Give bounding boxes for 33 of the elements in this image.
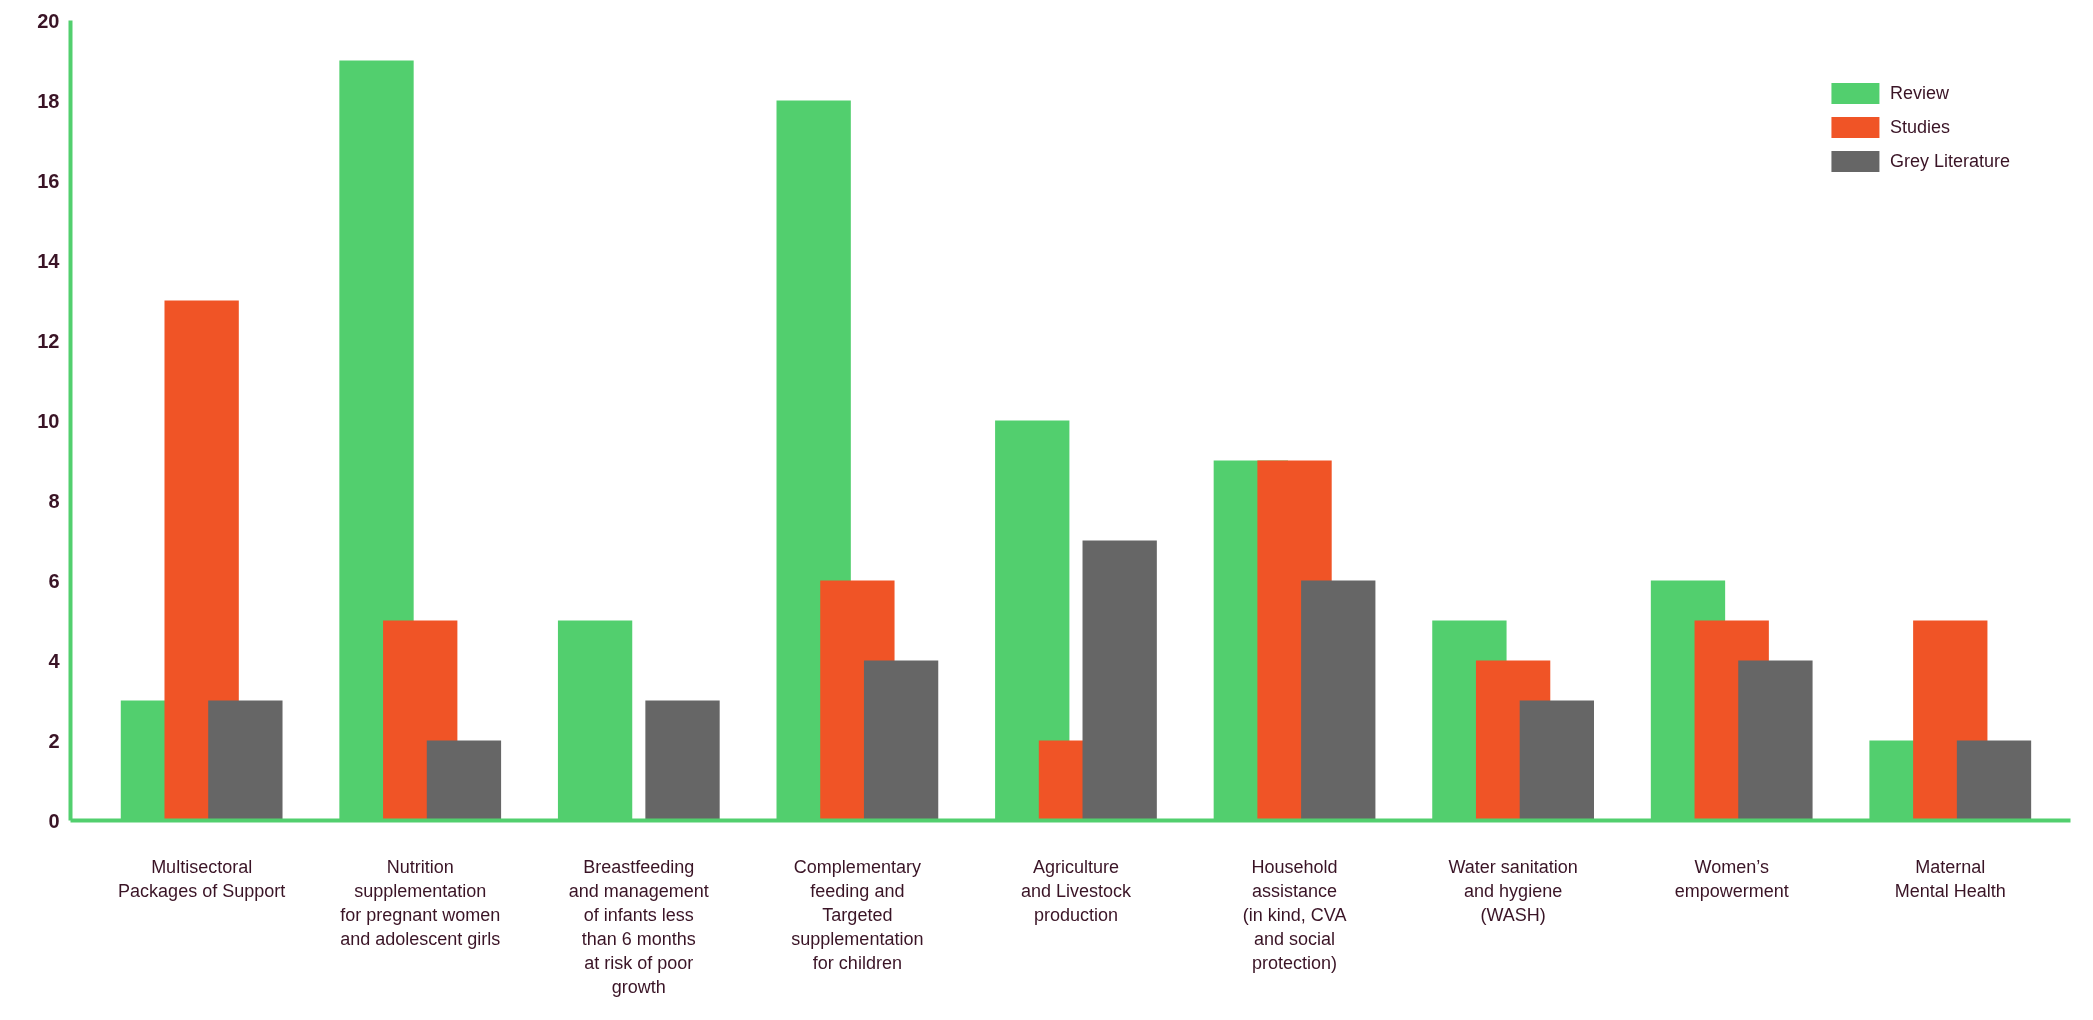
x-tick-label: Breastfeeding and management of infants less than 6 months at risk of poor growth — [568, 856, 709, 997]
bar — [208, 700, 283, 821]
y-tick-label: 14 — [37, 249, 61, 272]
bar — [1738, 660, 1813, 821]
legend-label: Grey Literature — [1889, 150, 2010, 172]
bar — [863, 660, 939, 821]
y-tick-label: 4 — [48, 649, 61, 672]
x-tick-label: Maternal Mental Health — [1894, 856, 2006, 901]
y-tick-label: 0 — [48, 809, 60, 832]
bar — [1082, 540, 1157, 821]
x-tick-label: Water sanitation and hygiene (WASH) — [1448, 856, 1578, 925]
x-tick-label: Household assistance (in kind, CVA and social protection) — [1242, 856, 1347, 973]
bar — [1956, 740, 2032, 821]
x-tick-label: Women’s empowerment — [1674, 856, 1789, 901]
bar — [645, 700, 720, 821]
x-tick-label: Agriculture and Livestock production — [1020, 856, 1132, 925]
y-tick-label: 12 — [37, 329, 60, 352]
bar — [1301, 580, 1376, 821]
y-tick-label: 20 — [37, 9, 60, 32]
y-tick-label: 6 — [48, 569, 60, 592]
y-tick-label: 8 — [48, 489, 60, 512]
bar — [164, 300, 239, 821]
bar — [1519, 700, 1594, 821]
y-tick-label: 16 — [37, 169, 60, 192]
x-tick-label: Multisectoral Packages of Support — [118, 856, 286, 901]
y-tick-label: 2 — [48, 729, 60, 752]
y-tick-label: 10 — [37, 409, 60, 432]
legend-label: Review — [1889, 82, 1949, 104]
legend-label: Studies — [1889, 116, 1950, 138]
x-tick-label: Complementary feeding and Targeted supplementation for children — [791, 856, 924, 973]
x-tick-label: Nutrition supplementation for pregnant women and adolescent girls — [340, 856, 501, 949]
bar — [426, 740, 502, 821]
y-tick-label: 18 — [37, 89, 60, 112]
